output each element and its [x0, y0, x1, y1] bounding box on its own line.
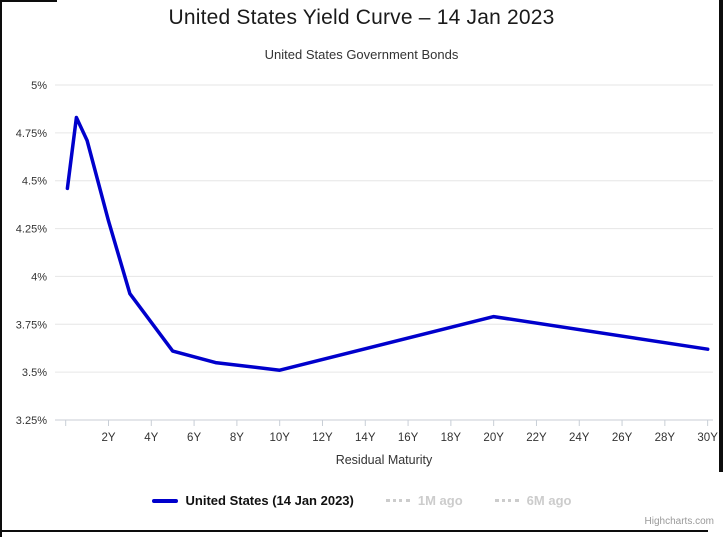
y-axis-tick-label: 4.75%: [16, 128, 47, 140]
yield-curve-series-line[interactable]: [65, 115, 710, 372]
chart-title: United States Yield Curve – 14 Jan 2023: [168, 6, 555, 29]
y-axis-tick-label: 5%: [31, 80, 47, 92]
legend-line-marker: [151, 498, 178, 503]
x-axis-tick-label: 14Y: [355, 432, 376, 444]
chart-subtitle: United States Government Bonds: [264, 47, 459, 62]
x-axis-tick-label: 12Y: [312, 432, 333, 444]
frame-top-border-segment: [0, 0, 57, 2]
y-axis-tick-label: 3.5%: [22, 367, 47, 379]
x-axis-tick-label: 30Y: [697, 432, 718, 444]
plot-area: 3.25% 3.5% 3.75% 4% 4.25% 4.5% 4.75% 5% 2Y 4Y 6Y 8Y…: [16, 80, 718, 467]
y-axis-tick-label: 4.25%: [16, 224, 47, 236]
frame-right-border: [719, 0, 723, 472]
x-axis-tick-label: 8Y: [230, 432, 244, 444]
legend-dotted-marker: [385, 499, 410, 502]
x-axis-tick-label: 2Y: [101, 432, 115, 444]
frame-bottom-border: [0, 530, 708, 532]
y-axis-tick-label: 3.25%: [16, 415, 47, 427]
highcharts-credit[interactable]: Highcharts.com: [644, 516, 714, 527]
legend-item[interactable]: 1M ago: [385, 493, 463, 508]
legend: United States (14 Jan 2023) 1M ago 6M ago: [0, 493, 723, 508]
x-axis-tick-label: 24Y: [569, 432, 590, 444]
x-axis-tick-label: 20Y: [483, 432, 504, 444]
x-axis-title: Residual Maturity: [336, 453, 433, 467]
legend-dotted-marker: [494, 499, 519, 502]
y-axis-tick-label: 3.75%: [16, 319, 47, 331]
legend-item-label: 1M ago: [417, 493, 463, 508]
x-axis-tick-label: 18Y: [441, 432, 462, 444]
x-axis-tick-label: 26Y: [612, 432, 633, 444]
legend-item[interactable]: 6M ago: [494, 493, 572, 508]
legend-item-label: United States (14 Jan 2023): [185, 493, 354, 508]
legend-item-label: 6M ago: [526, 493, 572, 508]
frame-left-border: [0, 0, 2, 537]
x-axis-tick-label: 28Y: [655, 432, 676, 444]
y-axis-tick-label: 4.5%: [22, 176, 47, 188]
x-axis-tick-label: 4Y: [144, 432, 158, 444]
x-axis-tick-label: 16Y: [398, 432, 419, 444]
y-axis-tick-label: 4%: [31, 271, 47, 283]
x-axis-tick-label: 22Y: [526, 432, 547, 444]
legend-item[interactable]: United States (14 Jan 2023): [151, 493, 354, 508]
x-axis-tick-label: 10Y: [269, 432, 290, 444]
x-axis-tick-label: 6Y: [187, 432, 201, 444]
